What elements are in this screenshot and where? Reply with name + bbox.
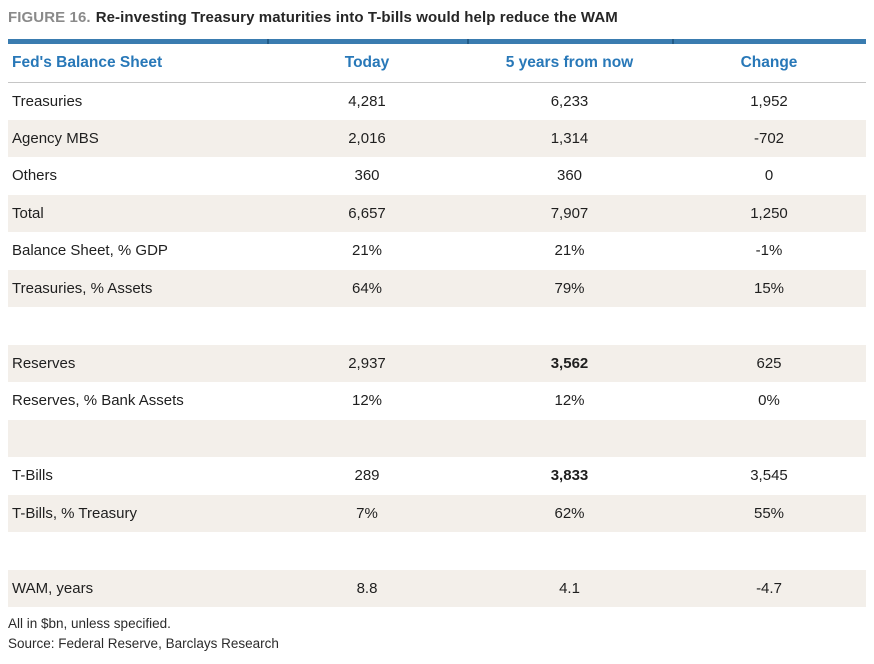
value-cell: 360 [556, 167, 583, 185]
value-cell [267, 420, 467, 458]
value-cell: 64% [351, 279, 383, 297]
value-cell: 21% [554, 242, 585, 260]
column-header-5-years: 5 years from now [467, 44, 672, 83]
value-cell [672, 532, 866, 570]
value-cell [672, 307, 866, 345]
figure-heading-text: Re-investing Treasury maturities into T-… [95, 9, 618, 26]
value-cell: 4,281 [348, 92, 386, 110]
value-cell: 360 [354, 167, 380, 185]
footnotes: All in $bn, unless specified. Source: Fe… [8, 614, 874, 654]
value-cell-bold: 3,562 [550, 354, 589, 372]
value-cell: 2,937 [348, 354, 386, 372]
table-row: Total 6,657 7,907 1,250 [8, 194, 866, 232]
table-row: Reserves 2,937 3,562 625 [8, 344, 866, 382]
value-cell: 6,657 [348, 204, 386, 222]
row-label: Balance Sheet, % GDP [12, 242, 168, 260]
table-row: T-Bills, % Treasury 7% 62% 55% [8, 494, 866, 532]
value-cell: 3,545 [750, 467, 788, 485]
table-row: Agency MBS 2,016 1,314 -702 [8, 119, 866, 157]
value-cell: 79% [554, 279, 585, 297]
row-label: Others [12, 167, 58, 185]
table-row: Others 360 360 0 [8, 157, 866, 195]
value-cell: -1% [755, 242, 783, 260]
value-cell [672, 420, 866, 458]
table-row: WAM, years 8.8 4.1 -4.7 [8, 569, 866, 607]
spacer-row [8, 419, 866, 458]
value-cell: 1,952 [750, 92, 788, 110]
row-label: T-Bills, % Treasury [12, 504, 138, 522]
table-top-rule [8, 39, 866, 44]
value-cell: 7% [356, 504, 378, 522]
source-note: Source: Federal Reserve, Barclays Resear… [8, 636, 279, 651]
column-header-change: Change [672, 44, 866, 83]
table-header-row: Fed's Balance Sheet Today 5 years from n… [8, 44, 866, 83]
value-cell: 15% [753, 279, 785, 297]
value-cell: 289 [354, 467, 380, 485]
table-row: Reserves, % Bank Assets 12% 12% 0% [8, 382, 866, 420]
table-row: Treasuries, % Assets 64% 79% 15% [8, 269, 866, 307]
column-header-today: Today [267, 44, 467, 83]
row-label: Treasuries, % Assets [12, 279, 153, 297]
table-row: Balance Sheet, % GDP 21% 21% -1% [8, 232, 866, 270]
value-cell: 6,233 [550, 92, 589, 110]
value-cell [467, 307, 672, 345]
value-cell: 21% [351, 242, 383, 260]
column-divider-tick [672, 39, 674, 44]
row-label [8, 420, 267, 458]
value-cell [467, 532, 672, 570]
value-cell: 1,314 [550, 129, 589, 147]
row-label [8, 532, 267, 570]
row-label: Reserves [12, 354, 76, 372]
value-cell-bold: 3,833 [550, 467, 589, 485]
value-cell: 62% [554, 504, 585, 522]
figure-title: FIGURE 16. Re-investing Treasury maturiti… [0, 0, 874, 26]
spacer-row [8, 307, 866, 345]
value-cell: 12% [351, 392, 383, 410]
units-note: All in $bn, unless specified. [8, 616, 171, 631]
row-label: Reserves, % Bank Assets [12, 392, 184, 410]
value-cell: 4.1 [559, 579, 580, 597]
column-divider-tick [467, 39, 469, 44]
row-label: WAM, years [12, 579, 94, 597]
row-label: Treasuries [12, 92, 83, 110]
value-cell: 0 [764, 167, 774, 185]
value-cell: 8.8 [356, 579, 378, 597]
value-cell: -702 [753, 129, 785, 147]
value-cell: 2,016 [348, 129, 386, 147]
value-cell: -4.7 [756, 579, 782, 597]
value-cell [267, 307, 467, 345]
value-cell: 1,250 [750, 204, 788, 222]
figure-number-label: FIGURE 16. [8, 9, 91, 26]
row-label [8, 307, 267, 345]
value-cell: 7,907 [550, 204, 589, 222]
column-divider-tick [267, 39, 269, 44]
column-header-balance-sheet: Fed's Balance Sheet [8, 44, 267, 83]
table-row: T-Bills 289 3,833 3,545 [8, 457, 866, 495]
value-cell [267, 532, 467, 570]
value-cell: 55% [753, 504, 785, 522]
value-cell [467, 420, 672, 458]
table-row: Treasuries 4,281 6,233 1,952 [8, 82, 866, 120]
data-table: Fed's Balance Sheet Today 5 years from n… [8, 44, 866, 607]
spacer-row [8, 532, 866, 570]
row-label: Agency MBS [12, 129, 99, 147]
value-cell: 625 [756, 354, 782, 372]
row-label: T-Bills [12, 467, 53, 485]
value-cell: 0% [758, 392, 780, 410]
balance-sheet-table: Fed's Balance Sheet Today 5 years from n… [8, 39, 866, 607]
row-label: Total [12, 204, 44, 222]
value-cell: 12% [554, 392, 585, 410]
